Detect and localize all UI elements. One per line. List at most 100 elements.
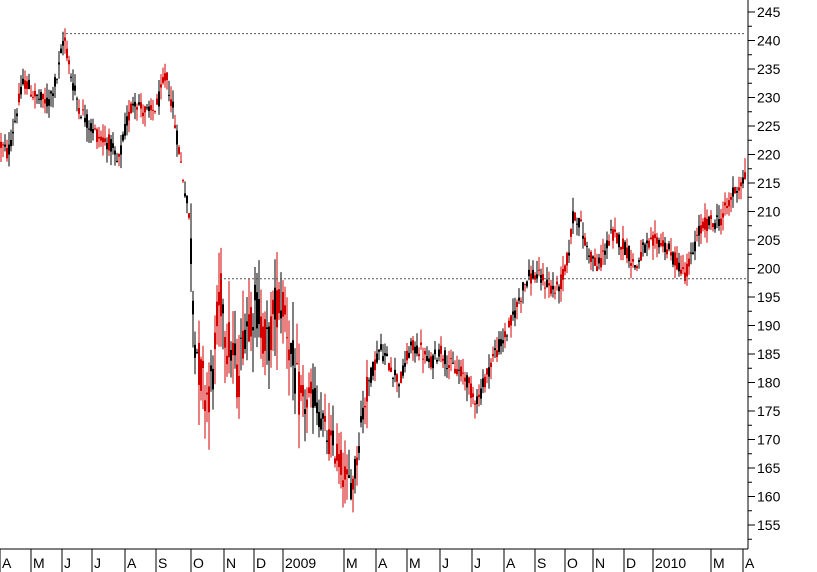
- candle: [608, 234, 610, 247]
- candle-body: [46, 97, 48, 107]
- candle-body: [128, 111, 130, 121]
- candle-body: [272, 299, 274, 315]
- candle-body: [668, 243, 670, 250]
- candle-body: [314, 388, 316, 407]
- candle-body: [212, 368, 214, 390]
- x-tick-label: D: [256, 555, 266, 571]
- candle-body: [214, 332, 216, 350]
- candle-body: [494, 348, 496, 351]
- candle-body: [202, 360, 204, 368]
- candle-body: [456, 369, 458, 375]
- y-tick-label: 190: [757, 318, 781, 334]
- candle: [268, 322, 270, 390]
- candle-body: [282, 292, 284, 317]
- candle: [744, 158, 746, 180]
- candle-series: [0, 28, 746, 513]
- candle: [696, 227, 698, 242]
- x-tick-label: S: [537, 555, 546, 571]
- candle-body: [386, 353, 388, 357]
- candle-body: [562, 268, 564, 280]
- candle-body: [384, 353, 386, 356]
- candle-body: [106, 143, 108, 150]
- candle: [454, 360, 456, 375]
- candle-body: [88, 128, 90, 130]
- candle-body: [312, 389, 314, 408]
- candle-body: [306, 399, 308, 408]
- candle-body: [16, 113, 18, 117]
- candle: [662, 231, 664, 253]
- candle: [266, 300, 268, 365]
- candle: [158, 79, 160, 115]
- candle: [686, 253, 688, 286]
- candle-body: [238, 375, 240, 398]
- candle-body: [742, 177, 744, 184]
- candle: [284, 286, 286, 333]
- candle-body: [736, 190, 738, 193]
- candle-body: [108, 134, 110, 151]
- candle: [410, 337, 412, 354]
- candle-body: [334, 458, 336, 464]
- candle: [712, 222, 714, 232]
- candle: [96, 127, 98, 150]
- candle-body: [640, 252, 642, 261]
- candle: [552, 272, 554, 298]
- candle-body: [556, 281, 558, 285]
- candle-body: [302, 385, 304, 397]
- candle: [138, 94, 140, 107]
- candle: [186, 195, 188, 214]
- candle-body: [610, 229, 612, 231]
- candle: [146, 103, 148, 111]
- candle-body: [628, 245, 630, 262]
- x-tick-label: O: [193, 555, 204, 571]
- candle-body: [114, 150, 116, 155]
- candle-body: [164, 73, 166, 81]
- candle: [38, 89, 40, 104]
- candle-body: [500, 339, 502, 347]
- candle-body: [614, 229, 616, 232]
- candle: [34, 83, 36, 109]
- candle: [228, 281, 230, 374]
- candle: [48, 89, 50, 118]
- candle: [522, 281, 524, 304]
- candle-body: [522, 282, 524, 291]
- candle-body: [488, 367, 490, 377]
- candle: [646, 232, 648, 257]
- candle: [226, 323, 228, 377]
- candle: [86, 109, 88, 142]
- candle: [314, 366, 316, 408]
- candle-body: [438, 349, 440, 357]
- candle-body: [600, 258, 602, 268]
- candle: [622, 225, 624, 261]
- candle: [438, 343, 440, 362]
- y-tick-label: 225: [757, 118, 781, 134]
- candle: [724, 192, 726, 216]
- candle: [32, 90, 34, 101]
- candle: [126, 105, 128, 136]
- candle-body: [354, 459, 356, 479]
- candle: [630, 249, 632, 279]
- candle-body: [112, 143, 114, 148]
- candle-body: [172, 101, 174, 108]
- candle: [620, 246, 622, 260]
- candle: [728, 192, 730, 216]
- candle: [670, 238, 672, 261]
- candle-body: [530, 273, 532, 284]
- candle-body: [474, 403, 476, 405]
- candle-body: [408, 352, 410, 358]
- candle-body: [478, 394, 480, 398]
- candle-body: [646, 240, 648, 244]
- candle: [170, 86, 172, 113]
- candle-body: [358, 446, 360, 453]
- candle: [504, 322, 506, 349]
- candle-body: [326, 440, 328, 443]
- candle-body: [662, 240, 664, 247]
- candle: [542, 262, 544, 286]
- candle-body: [370, 367, 372, 383]
- candle: [392, 376, 394, 388]
- candle-body: [446, 368, 448, 370]
- candle: [494, 339, 496, 358]
- candle: [386, 346, 388, 357]
- candle: [478, 384, 480, 407]
- candle-body: [80, 116, 82, 118]
- x-tick-label: A: [506, 555, 516, 571]
